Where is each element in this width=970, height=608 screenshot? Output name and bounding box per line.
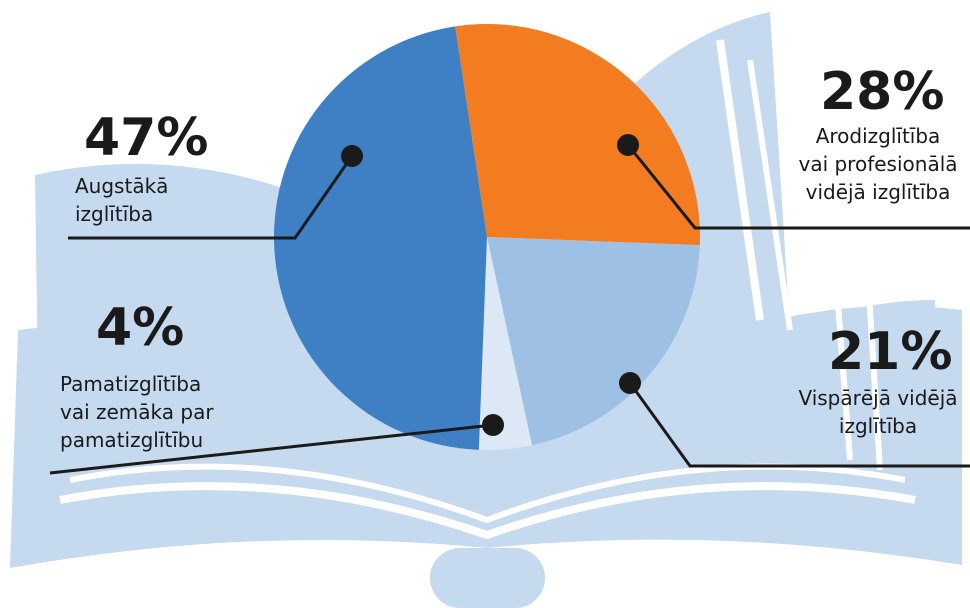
pie-slice — [487, 237, 700, 446]
leader-lines — [49, 144, 970, 475]
value-label: 47% — [84, 108, 209, 168]
value-label: 28% — [820, 62, 945, 122]
category-label: Arodizglītība vai profesionālā vidējā iz… — [798, 124, 958, 204]
leader-dots — [341, 134, 641, 436]
pie-slice — [455, 24, 701, 246]
category-label: Pamatizglītība vai zemāka par pamatizglī… — [60, 372, 214, 452]
category-label: Augstākā izglītība — [75, 174, 169, 226]
pie-slice — [478, 237, 533, 450]
pie-slice — [274, 26, 487, 450]
value-label: 4% — [96, 298, 185, 358]
value-label: 21% — [828, 322, 953, 382]
category-label: Vispārējā vidējā izglītība — [798, 386, 958, 438]
